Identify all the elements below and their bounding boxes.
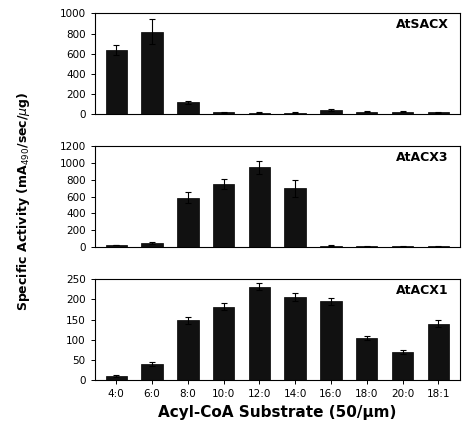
Bar [356, 338, 377, 380]
Bar [177, 320, 199, 380]
Bar [284, 188, 306, 247]
Bar [392, 352, 413, 380]
Bar [106, 245, 127, 247]
Bar [213, 307, 234, 380]
Bar [356, 112, 377, 114]
Bar [428, 246, 449, 247]
Bar [392, 112, 413, 114]
Bar [284, 297, 306, 380]
X-axis label: Acyl-CoA Substrate (50/μm): Acyl-CoA Substrate (50/μm) [158, 405, 396, 420]
Bar [106, 376, 127, 380]
Bar [141, 243, 163, 247]
Bar [249, 167, 270, 247]
Bar [177, 198, 199, 247]
Bar [428, 324, 449, 380]
Bar [249, 113, 270, 114]
Text: AtSACX: AtSACX [396, 18, 449, 31]
Text: Specific Activity (mA$_{490}$/sec/$\mu$g): Specific Activity (mA$_{490}$/sec/$\mu$g… [15, 91, 32, 311]
Bar [392, 246, 413, 247]
Bar [428, 112, 449, 114]
Bar [106, 50, 127, 114]
Text: AtACX1: AtACX1 [396, 284, 449, 297]
Bar [141, 364, 163, 380]
Bar [284, 113, 306, 114]
Text: AtACX3: AtACX3 [396, 152, 449, 164]
Bar [213, 184, 234, 247]
Bar [141, 32, 163, 114]
Bar [356, 246, 377, 247]
Bar [213, 112, 234, 114]
Bar [320, 110, 342, 114]
Bar [320, 301, 342, 380]
Bar [320, 246, 342, 247]
Bar [249, 287, 270, 380]
Bar [177, 102, 199, 114]
